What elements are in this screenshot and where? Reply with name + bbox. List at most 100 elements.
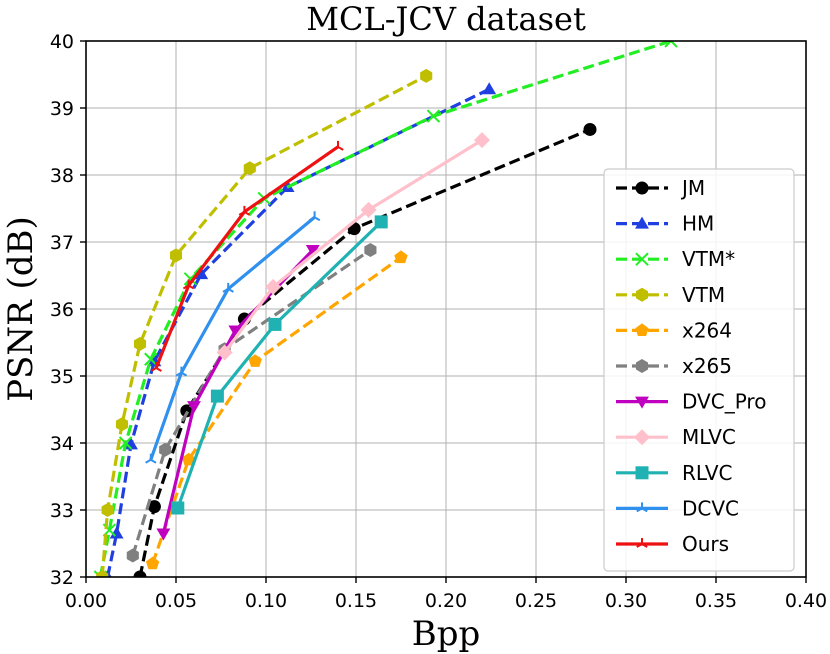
legend-label-dvc-pro: DVC_Pro — [682, 390, 766, 414]
series-line-hm — [106, 87, 490, 577]
y-tick-label: 40 — [50, 31, 74, 53]
legend-marker-rlvc — [635, 466, 649, 480]
data-point-x264 — [394, 250, 408, 264]
data-point-ours — [150, 361, 162, 372]
x-tick-label: 0.05 — [155, 590, 197, 612]
data-point-jm — [147, 500, 161, 514]
y-tick-label: 33 — [50, 500, 74, 522]
legend-box — [603, 168, 795, 572]
data-point-rlvc — [268, 317, 282, 331]
data-point-rlvc — [171, 501, 185, 515]
data-point-mlvc — [360, 201, 377, 218]
data-point-dvc-pro — [228, 325, 243, 338]
data-point-mlvc — [216, 344, 233, 361]
legend-label-vtm: VTM — [682, 283, 725, 307]
data-point-jm — [133, 570, 147, 577]
series-line-rlvc — [176, 220, 383, 509]
series-line-vtm- — [98, 41, 672, 577]
legend-marker-jm — [635, 181, 649, 195]
y-tick-label: 34 — [50, 433, 74, 455]
data-point-dcvc — [145, 453, 157, 464]
legend-label-hm: HM — [682, 212, 714, 236]
data-point-vtm — [96, 570, 109, 577]
legend-label-jm: JM — [680, 176, 705, 200]
x-tick-label: 0.20 — [425, 590, 467, 612]
data-point-ours — [332, 140, 344, 151]
data-point-dvc-pro — [156, 528, 171, 541]
series-line-dcvc — [149, 215, 316, 461]
data-point-ours — [238, 205, 251, 216]
series-line-x264 — [151, 256, 402, 565]
data-point-dvc-pro — [187, 401, 201, 414]
data-point-vtm- — [144, 352, 158, 366]
legend-marker-vtm — [635, 287, 649, 302]
legend-label-mlvc: MLVC — [682, 425, 736, 449]
data-point-vtm — [133, 336, 147, 351]
data-point-mlvc — [265, 278, 282, 295]
data-point-jm — [583, 122, 597, 136]
y-tick-label: 32 — [50, 567, 74, 589]
data-point-hm — [194, 267, 209, 280]
data-point-dcvc — [308, 211, 321, 222]
y-tick-label: 38 — [50, 165, 74, 187]
legend-label-dcvc: DCVC — [682, 496, 739, 520]
series-line-mlvc — [223, 138, 483, 354]
legend-label-x264: x264 — [682, 318, 732, 342]
data-point-x264 — [248, 354, 262, 367]
legend-marker-ours — [636, 538, 648, 548]
legend-label-x265: x265 — [682, 354, 732, 378]
data-point-dcvc — [175, 366, 188, 377]
y-tick-label: 36 — [50, 299, 74, 321]
data-point-hm — [109, 526, 124, 539]
data-point-vtm — [115, 417, 129, 432]
data-point-x265 — [364, 243, 377, 258]
legend-label-rlvc: RLVC — [682, 461, 733, 485]
legend-marker-dvc-pro — [635, 396, 649, 409]
legend-marker-x264 — [635, 323, 649, 337]
data-point-vtm- — [118, 436, 133, 450]
plot-area — [93, 41, 678, 577]
data-point-jm — [180, 404, 194, 418]
data-point-vtm — [243, 161, 256, 176]
y-tick-label: 39 — [50, 98, 74, 120]
data-point-vtm — [420, 68, 433, 83]
data-point-vtm- — [664, 41, 678, 48]
data-point-vtm — [169, 248, 183, 263]
y-tick-label: 35 — [50, 366, 74, 388]
data-point-x264 — [181, 452, 196, 466]
y-tick-label: 37 — [50, 232, 74, 254]
data-point-x265 — [159, 442, 172, 457]
axis-ticks: 0.00 0.05 0.10 0.15 0.20 0.25 0.30 0.35 0.40 32 33… — [50, 31, 827, 612]
x-tick-label: 0.35 — [695, 590, 737, 612]
legend-marker-dcvc — [636, 502, 648, 513]
legend-marker-mlvc — [634, 429, 650, 446]
data-point-rlvc — [374, 215, 388, 229]
data-point-mlvc — [474, 132, 490, 149]
x-tick-label: 0.00 — [65, 590, 107, 612]
legend: JM HM VTM* VTM x264 x265 DVC_Pro MLVC RLVC DCVC Ou… — [603, 168, 795, 572]
data-point-vtm — [101, 503, 114, 517]
x-tick-label: 0.30 — [605, 590, 647, 612]
data-point-rlvc — [210, 389, 224, 403]
legend-marker-vtm- — [635, 252, 649, 266]
x-tick-label: 0.10 — [245, 590, 287, 612]
x-tick-label: 0.15 — [335, 590, 377, 612]
legend-marker-x265 — [635, 359, 649, 373]
data-point-ours — [182, 279, 195, 290]
y-axis-label: PSNR (dB) — [1, 216, 41, 402]
chart-title: MCL-JCV dataset — [306, 0, 586, 38]
data-point-vtm- — [426, 109, 441, 123]
data-point-dcvc — [222, 282, 234, 293]
data-point-vtm- — [183, 272, 198, 286]
x-axis-label: Bpp — [412, 614, 481, 654]
data-point-x265 — [126, 548, 139, 563]
legend-marker-hm — [635, 216, 649, 229]
data-point-hm — [482, 82, 497, 95]
legend-label-ours: Ours — [682, 532, 729, 556]
legend-label-vtm-: VTM* — [682, 247, 735, 271]
x-tick-label: 0.40 — [785, 590, 827, 612]
data-point-x264 — [145, 556, 160, 570]
series-line-ours — [154, 145, 339, 369]
data-point-dvc-pro — [305, 245, 320, 258]
